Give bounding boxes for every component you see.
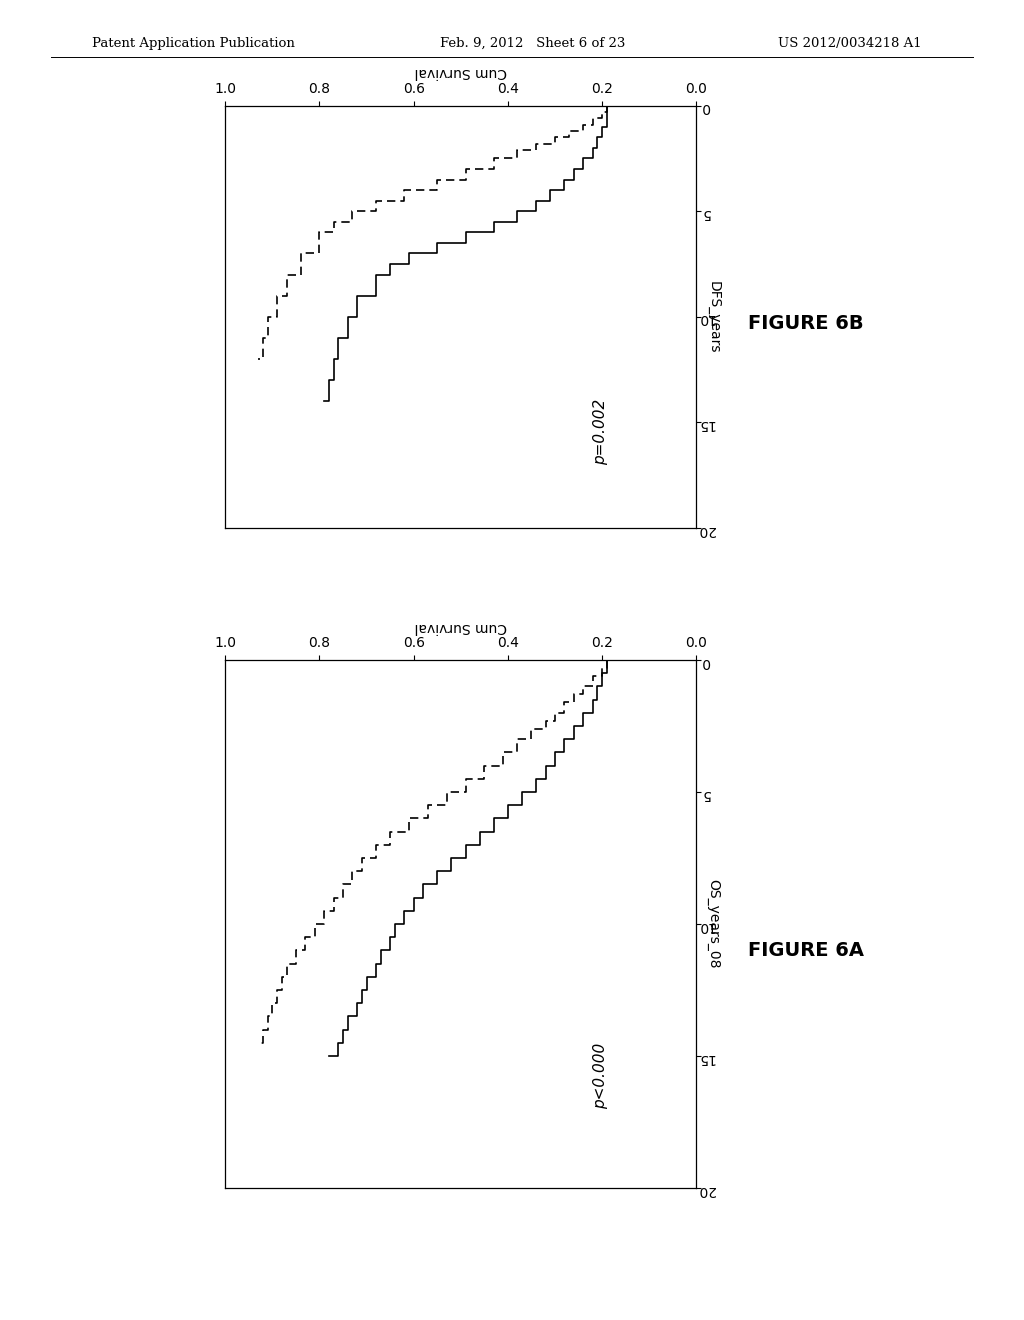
X-axis label: Cum Survival: Cum Survival (415, 65, 507, 79)
Y-axis label: DFS_years: DFS_years (707, 281, 721, 352)
Text: p<0.000: p<0.000 (593, 1043, 607, 1109)
Text: Patent Application Publication: Patent Application Publication (92, 37, 295, 50)
Text: Feb. 9, 2012   Sheet 6 of 23: Feb. 9, 2012 Sheet 6 of 23 (440, 37, 626, 50)
Text: FIGURE 6B: FIGURE 6B (748, 314, 863, 333)
Text: p=0.002: p=0.002 (593, 399, 607, 465)
Text: US 2012/0034218 A1: US 2012/0034218 A1 (778, 37, 922, 50)
Y-axis label: OS_years_08: OS_years_08 (707, 879, 721, 969)
X-axis label: Cum Survival: Cum Survival (415, 619, 507, 634)
Text: FIGURE 6A: FIGURE 6A (748, 941, 863, 960)
